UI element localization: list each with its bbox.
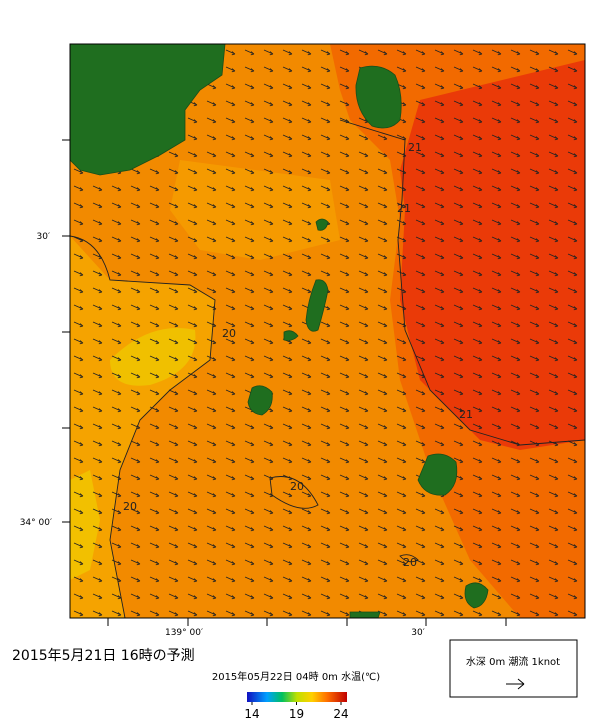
contour-label: 21 [459,408,473,421]
colorbar-tick-label: 24 [333,707,348,721]
colorbar [247,692,347,702]
legend-box [449,639,578,698]
contour-label: 20 [290,480,304,493]
colorbar-tick-label: 14 [244,707,259,721]
lon-label: 30′ [411,628,425,638]
legend-arrow [506,678,525,690]
contour-label: 21 [397,202,411,215]
contours [70,119,585,618]
contour-label: 20 [123,500,137,513]
map-area [70,44,585,618]
legend-label: 水深 0m 潮流 1knot [466,655,560,668]
map-frame [69,43,586,619]
contour-label: 20 [403,556,417,569]
contour-label: 20 [222,327,236,340]
islands [70,44,489,618]
contour-label: 21 [408,141,422,154]
lat-label: 30′ [37,232,51,242]
title: 2015年5月21日 16時の予測 [12,648,195,664]
lon-label: 139° 00′ [165,628,203,638]
colorbar-tick-label: 19 [289,707,304,721]
lat-label: 34° 00′ [20,518,52,528]
frame-ticks [62,139,507,626]
subtitle: 2015年05月22日 04時 0m 水温(℃) [212,670,380,683]
